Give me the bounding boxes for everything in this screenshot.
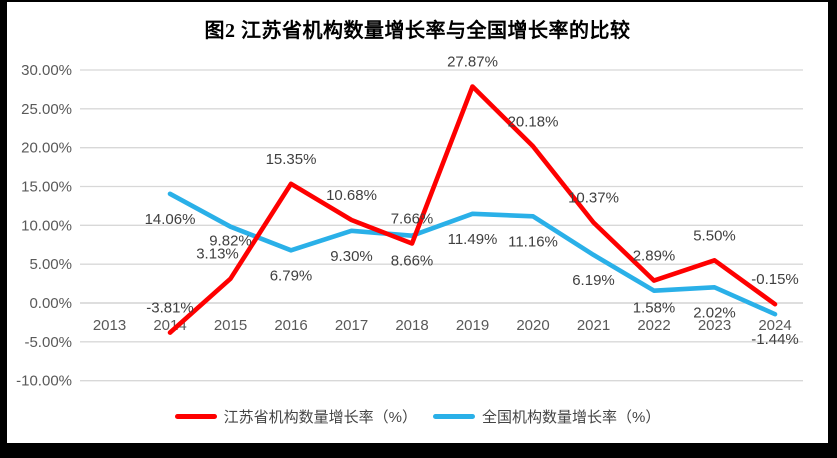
x-axis-tick-label: 2014 (153, 317, 186, 334)
data-label: 5.50% (693, 227, 736, 244)
data-label: 9.82% (209, 233, 252, 250)
data-label: 27.87% (447, 54, 498, 71)
x-axis-tick-label: 2015 (214, 317, 247, 334)
chart-frame: 30.00% 25.00% 20.00% 15.00% 10.00% 5.00% 0.00%… (7, 2, 828, 443)
data-label: -0.15% (751, 271, 799, 288)
x-axis-tick-label: 2019 (456, 317, 489, 334)
data-label: 6.79% (270, 267, 313, 284)
x-axis-tick-label: 2020 (516, 317, 549, 334)
y-axis-tick-label: 15.00% (21, 179, 72, 196)
data-label: 8.66% (391, 253, 434, 270)
y-axis-tick-label: -5.00% (24, 334, 72, 351)
x-axis-tick-label: 2021 (577, 317, 610, 334)
data-label: 2.02% (693, 304, 736, 321)
data-label: 11.16% (508, 233, 558, 250)
chart-title: 图2 江苏省机构数量增长率与全国增长率的比较 (204, 20, 631, 42)
data-label: 6.19% (572, 272, 615, 289)
series-line-0 (167, 84, 778, 335)
legend-label-national: 全国机构数量增长率（%） (482, 409, 661, 426)
data-label: 1.58% (633, 300, 676, 317)
data-label: 3.13% (196, 246, 239, 263)
data-label: 20.18% (508, 113, 559, 130)
chart-legend: 江苏省机构数量增长率（%） 全国机构数量增长率（%） (7, 406, 828, 427)
x-axis-tick-label: 2022 (637, 317, 670, 334)
y-axis-tick-label: -10.00% (16, 373, 72, 390)
data-label: 15.35% (266, 151, 317, 168)
x-axis-tick-label: 2024 (758, 317, 791, 334)
y-axis-tick-label: 30.00% (21, 62, 72, 79)
series-line-1 (167, 191, 778, 317)
x-axis-tick-label: 2017 (335, 317, 368, 334)
line-chart-plot: 30.00% 25.00% 20.00% 15.00% 10.00% 5.00% 0.00%… (16, 54, 803, 390)
x-axis-tick-label: 2013 (93, 317, 126, 334)
y-axis-tick-label: 10.00% (21, 217, 72, 234)
data-label: 11.49% (448, 231, 498, 248)
legend-item-national: 全国机构数量增长率（%） (433, 406, 660, 427)
y-axis-tick-label: 0.00% (29, 295, 72, 312)
x-axis-tick-label: 2018 (395, 317, 428, 334)
data-label: 7.66% (391, 211, 434, 228)
data-label: 9.30% (330, 248, 373, 265)
data-label: -3.81% (146, 300, 194, 317)
data-label: 14.06% (145, 211, 196, 228)
national-line-swatch-icon (433, 414, 475, 419)
jiangsu-line-swatch-icon (174, 414, 217, 419)
data-label: -1.44% (751, 331, 799, 348)
data-label: 10.68% (326, 187, 377, 204)
legend-item-jiangsu: 江苏省机构数量增长率（%） (174, 406, 417, 427)
data-label: 10.37% (568, 190, 619, 207)
x-axis-tick-label: 2023 (698, 317, 731, 334)
x-axis-tick-label: 2016 (274, 317, 307, 334)
legend-label-jiangsu: 江苏省机构数量增长率（%） (223, 409, 417, 426)
y-axis-tick-label: 25.00% (21, 101, 72, 118)
y-axis-tick-label: 20.00% (21, 140, 72, 157)
data-label: 2.89% (633, 248, 676, 265)
y-axis-tick-label: 5.00% (29, 256, 72, 273)
